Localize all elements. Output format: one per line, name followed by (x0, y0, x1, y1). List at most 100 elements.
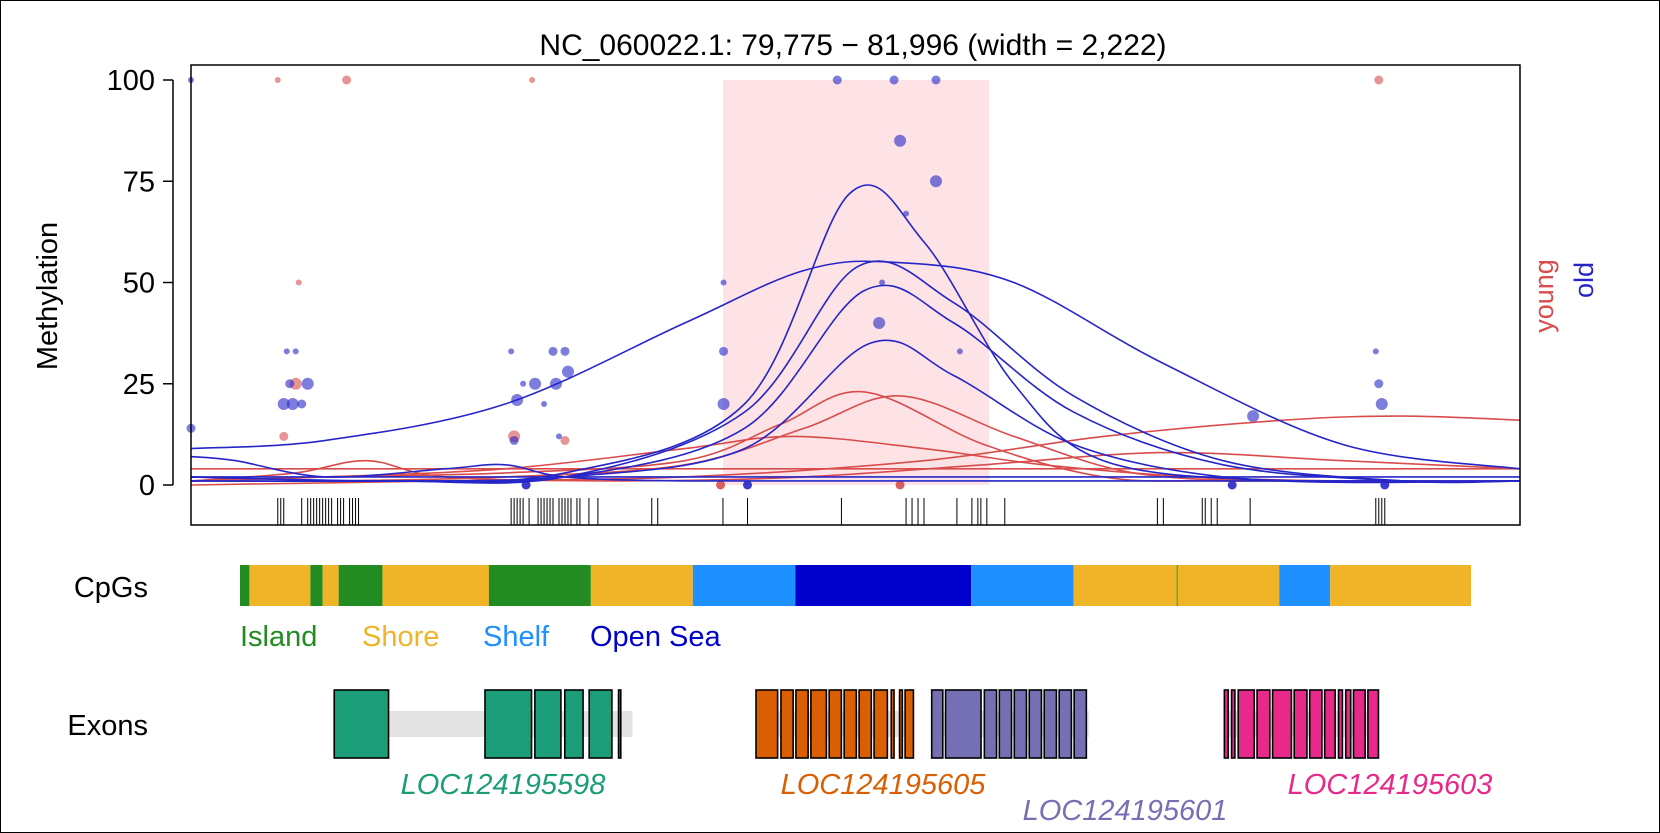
exon-block (1367, 689, 1380, 759)
gene-label-4: LOC124195603 (1288, 769, 1493, 801)
exon-block (1293, 689, 1308, 759)
exon-block (755, 689, 779, 759)
exon-block (1043, 689, 1058, 759)
old-sample-point (879, 279, 886, 286)
cpg-legend-shore: Shore (362, 621, 439, 653)
exon-block (944, 689, 982, 759)
cpg-rug-layer (190, 498, 1386, 525)
young-sample-point (895, 480, 905, 490)
y-tick-label: 0 (139, 470, 155, 502)
exon-block (1256, 689, 1271, 759)
cpg-segment (692, 565, 796, 606)
old-sample-point (1227, 480, 1237, 490)
exon-block (983, 689, 998, 759)
exon-block (534, 689, 562, 759)
old-sample-point (509, 435, 519, 445)
old-sample-point (1247, 410, 1260, 423)
legend-old: old (1569, 262, 1599, 298)
young-sample-point (279, 431, 289, 441)
old-sample-point (277, 398, 290, 410)
y-axis-label: Methylation (32, 222, 64, 370)
exon-block (1058, 689, 1073, 759)
chart-title: NC_060022.1: 79,775 − 81,996 (width = 2,… (539, 29, 1166, 62)
cpg-segment (971, 565, 1074, 606)
cpg-segment (1177, 565, 1280, 606)
exon-block (1073, 689, 1088, 759)
gene-label-3: LOC124195601 (1023, 795, 1228, 827)
exon-block (828, 689, 843, 759)
young-sample-point (716, 480, 726, 490)
old-sample-point (286, 398, 299, 410)
cpg-legend-island: Island (240, 621, 317, 653)
exon-block (810, 689, 828, 759)
old-sample-point (742, 480, 752, 490)
cpg-segment (1330, 565, 1471, 606)
gene-label-2: LOC124195605 (781, 769, 987, 801)
old-sample-point (956, 348, 963, 355)
exon-track-label: Exons (67, 710, 148, 742)
exon-track (333, 689, 1380, 759)
exon-block (1352, 689, 1366, 759)
exon-block (1344, 689, 1352, 759)
old-sample-point (1374, 379, 1384, 389)
exon-block (1308, 689, 1323, 759)
exon-block (1271, 689, 1293, 759)
exon-block (890, 689, 895, 759)
cpg-segment (1279, 565, 1331, 606)
old-sample-point (292, 348, 299, 355)
y-tick-label: 25 (123, 369, 155, 401)
y-tick-label: 100 (107, 65, 155, 97)
gene-label-1: LOC124195598 (401, 769, 606, 801)
exon-block (843, 689, 858, 759)
exon-block (1013, 689, 1028, 759)
cpg-track-label: CpGs (74, 572, 148, 604)
exon-block (1337, 689, 1344, 759)
old-sample-point (720, 279, 727, 286)
exon-block (1028, 689, 1043, 759)
old-sample-point (529, 377, 542, 390)
old-sample-point (1375, 398, 1388, 410)
sample-points-layer (186, 75, 1390, 490)
old-sample-point (873, 317, 886, 329)
cpg-segment (382, 565, 489, 606)
cpg-segment (240, 565, 250, 606)
exon-block (904, 689, 915, 759)
young-sample-point (529, 77, 536, 83)
young-sample-point (274, 77, 281, 83)
young-sample-point (295, 279, 302, 286)
young-sample-point (342, 75, 352, 85)
old-sample-point (832, 75, 842, 85)
old-sample-point (717, 398, 730, 410)
cpg-segment (1073, 565, 1177, 606)
legend-young: young (1529, 259, 1559, 333)
exon-block (873, 689, 889, 759)
cpg-legend-open-sea: Open Sea (590, 621, 721, 653)
old-sample-point (929, 175, 942, 188)
young-sample-point (1374, 75, 1384, 85)
cpg-segment (310, 565, 323, 606)
exon-block (998, 689, 1013, 759)
old-sample-point (1372, 348, 1379, 355)
y-axis: 0 25 50 75 100 (107, 65, 174, 502)
old-sample-point (560, 346, 570, 356)
y-tick-label: 50 (123, 268, 155, 300)
cpg-segment (322, 565, 339, 606)
exon-block (1230, 689, 1236, 759)
old-sample-point (548, 346, 558, 356)
exon-block (1223, 689, 1230, 759)
old-sample-point (283, 348, 290, 355)
exon-block (617, 689, 622, 759)
y-tick-label: 75 (123, 166, 155, 198)
cpg-segment (488, 565, 591, 606)
old-smooth-line (190, 260, 1521, 470)
old-sample-point (285, 379, 295, 389)
old-sample-point (520, 380, 527, 387)
old-sample-point (297, 399, 307, 409)
old-smooth-line (190, 284, 1521, 483)
old-sample-point (894, 134, 907, 147)
old-sample-point (541, 401, 548, 407)
exon-block (795, 689, 809, 759)
exon-block (898, 689, 904, 759)
